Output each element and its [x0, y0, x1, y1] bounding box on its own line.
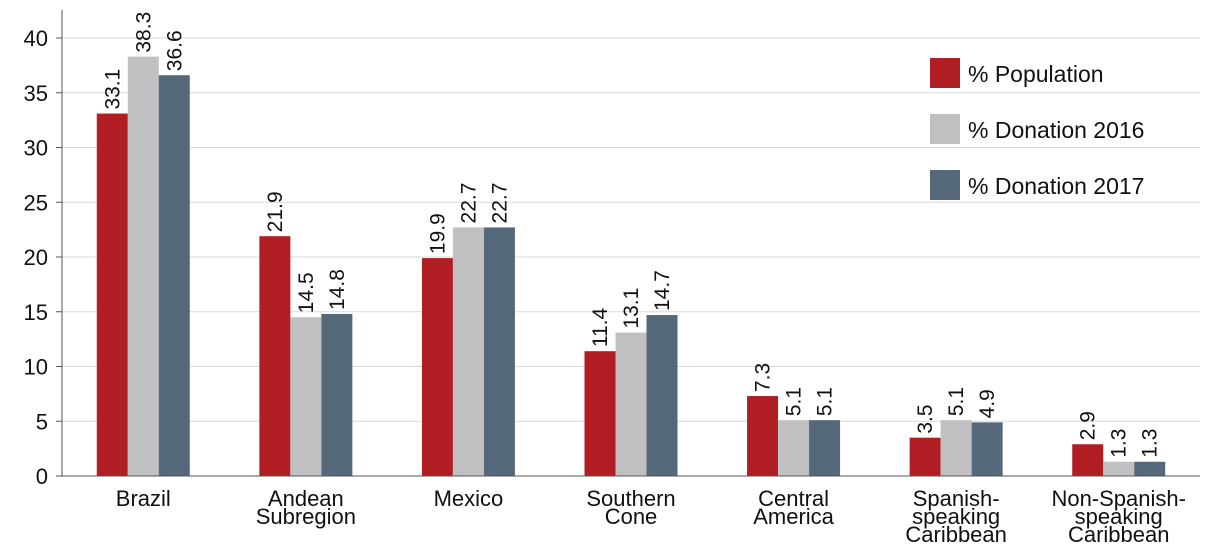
x-tick-label-line: Caribbean — [1068, 522, 1170, 547]
bars — [96, 56, 1166, 477]
x-tick-label: Spanish-speaking Caribbean — [905, 486, 1007, 547]
x-tick-label-line: speaking — [1075, 504, 1163, 529]
bar — [421, 258, 453, 476]
bar — [778, 420, 810, 476]
bar — [158, 75, 190, 476]
x-tick-label-line: Caribbean — [905, 522, 1007, 547]
data-label: 2.9 — [1077, 411, 1100, 440]
bar — [809, 420, 841, 476]
bar — [971, 422, 1003, 476]
x-tick-label-line: Spanish- — [913, 486, 1000, 511]
bar — [615, 332, 647, 476]
bar — [96, 113, 128, 477]
gridlines — [62, 37, 1200, 422]
y-tick-label: 30 — [24, 136, 48, 161]
bar — [483, 227, 515, 476]
bar — [747, 396, 779, 476]
x-tick-label-line: Non-Spanish- — [1051, 486, 1186, 511]
x-tick-label-line: Subregion — [256, 504, 356, 529]
x-tick-label-line: speaking — [912, 504, 1000, 529]
bar — [940, 420, 972, 476]
data-label: 38.3 — [132, 12, 155, 53]
data-label: 5.1 — [783, 387, 806, 416]
legend-label: % Donation 2017 — [968, 173, 1144, 199]
x-tick-label-line: Central — [758, 486, 829, 511]
data-label: 14.8 — [326, 269, 349, 310]
y-tick-label: 15 — [24, 300, 48, 325]
y-tick-label: 20 — [24, 245, 48, 270]
x-tick-label: Southern Cone — [586, 486, 675, 529]
y-axis: 0 5 10 15 20 25 30 35 40 — [24, 10, 63, 489]
data-label: 19.9 — [426, 213, 449, 254]
bar — [584, 351, 616, 476]
x-tick-label-line: America — [753, 504, 834, 529]
data-label: 7.3 — [752, 363, 775, 392]
data-label: 14.7 — [651, 270, 674, 311]
bar — [1103, 461, 1135, 476]
data-label: 4.9 — [976, 389, 999, 418]
x-tick-label-line: Cone — [605, 504, 658, 529]
data-label: 22.7 — [488, 183, 511, 224]
legend-swatch — [930, 170, 960, 200]
y-tick-label: 5 — [36, 409, 48, 434]
y-tick-label: 35 — [24, 81, 48, 106]
legend-label: % Population — [968, 61, 1104, 87]
data-label: 1.3 — [1108, 429, 1131, 458]
bar — [646, 315, 678, 476]
bar — [127, 56, 159, 477]
data-label: 11.4 — [589, 308, 612, 348]
data-label: 5.1 — [814, 387, 837, 416]
x-tick-label: Central America — [753, 486, 834, 529]
y-tick-label: 0 — [36, 464, 48, 489]
data-label: 21.9 — [264, 191, 287, 232]
y-tick-label: 10 — [24, 355, 48, 380]
y-tick-label: 40 — [24, 26, 48, 51]
bar — [452, 227, 484, 476]
y-tick-label: 25 — [24, 190, 48, 215]
data-label: 22.7 — [457, 183, 480, 224]
legend-swatch — [930, 114, 960, 144]
data-label: 5.1 — [945, 387, 968, 416]
data-label: 1.3 — [1139, 429, 1162, 458]
x-tick-label: Mexico — [434, 486, 504, 511]
data-label: 13.1 — [620, 288, 643, 329]
x-tick-label: Non-Spanish-speaking Caribbean — [1051, 486, 1186, 547]
x-tick-label: Brazil — [116, 486, 171, 511]
data-label: 14.5 — [295, 272, 318, 313]
x-tick-label-line: Southern — [586, 486, 675, 511]
data-labels: 33.1 38.3 36.6 21.9 14.5 14.8 19.9 22.7 22.7 11.4… — [101, 12, 1161, 458]
legend-swatch — [930, 58, 960, 88]
x-tick-label-line: Brazil — [116, 486, 171, 511]
bar — [909, 437, 941, 476]
bar — [321, 313, 353, 476]
data-label: 36.6 — [163, 30, 186, 71]
bar — [259, 236, 291, 476]
x-tick-label-line: Mexico — [434, 486, 504, 511]
legend-label: % Donation 2016 — [968, 117, 1144, 143]
x-tick-label-line: Andean — [268, 486, 344, 511]
legend: % Population % Donation 2016 % Donation 20… — [930, 58, 1144, 200]
data-label: 3.5 — [914, 404, 937, 433]
x-tick-label: Andean Subregion — [256, 486, 356, 529]
data-label: 33.1 — [101, 69, 124, 110]
bar — [1072, 444, 1104, 476]
bar — [1134, 461, 1166, 476]
bar — [290, 317, 322, 476]
